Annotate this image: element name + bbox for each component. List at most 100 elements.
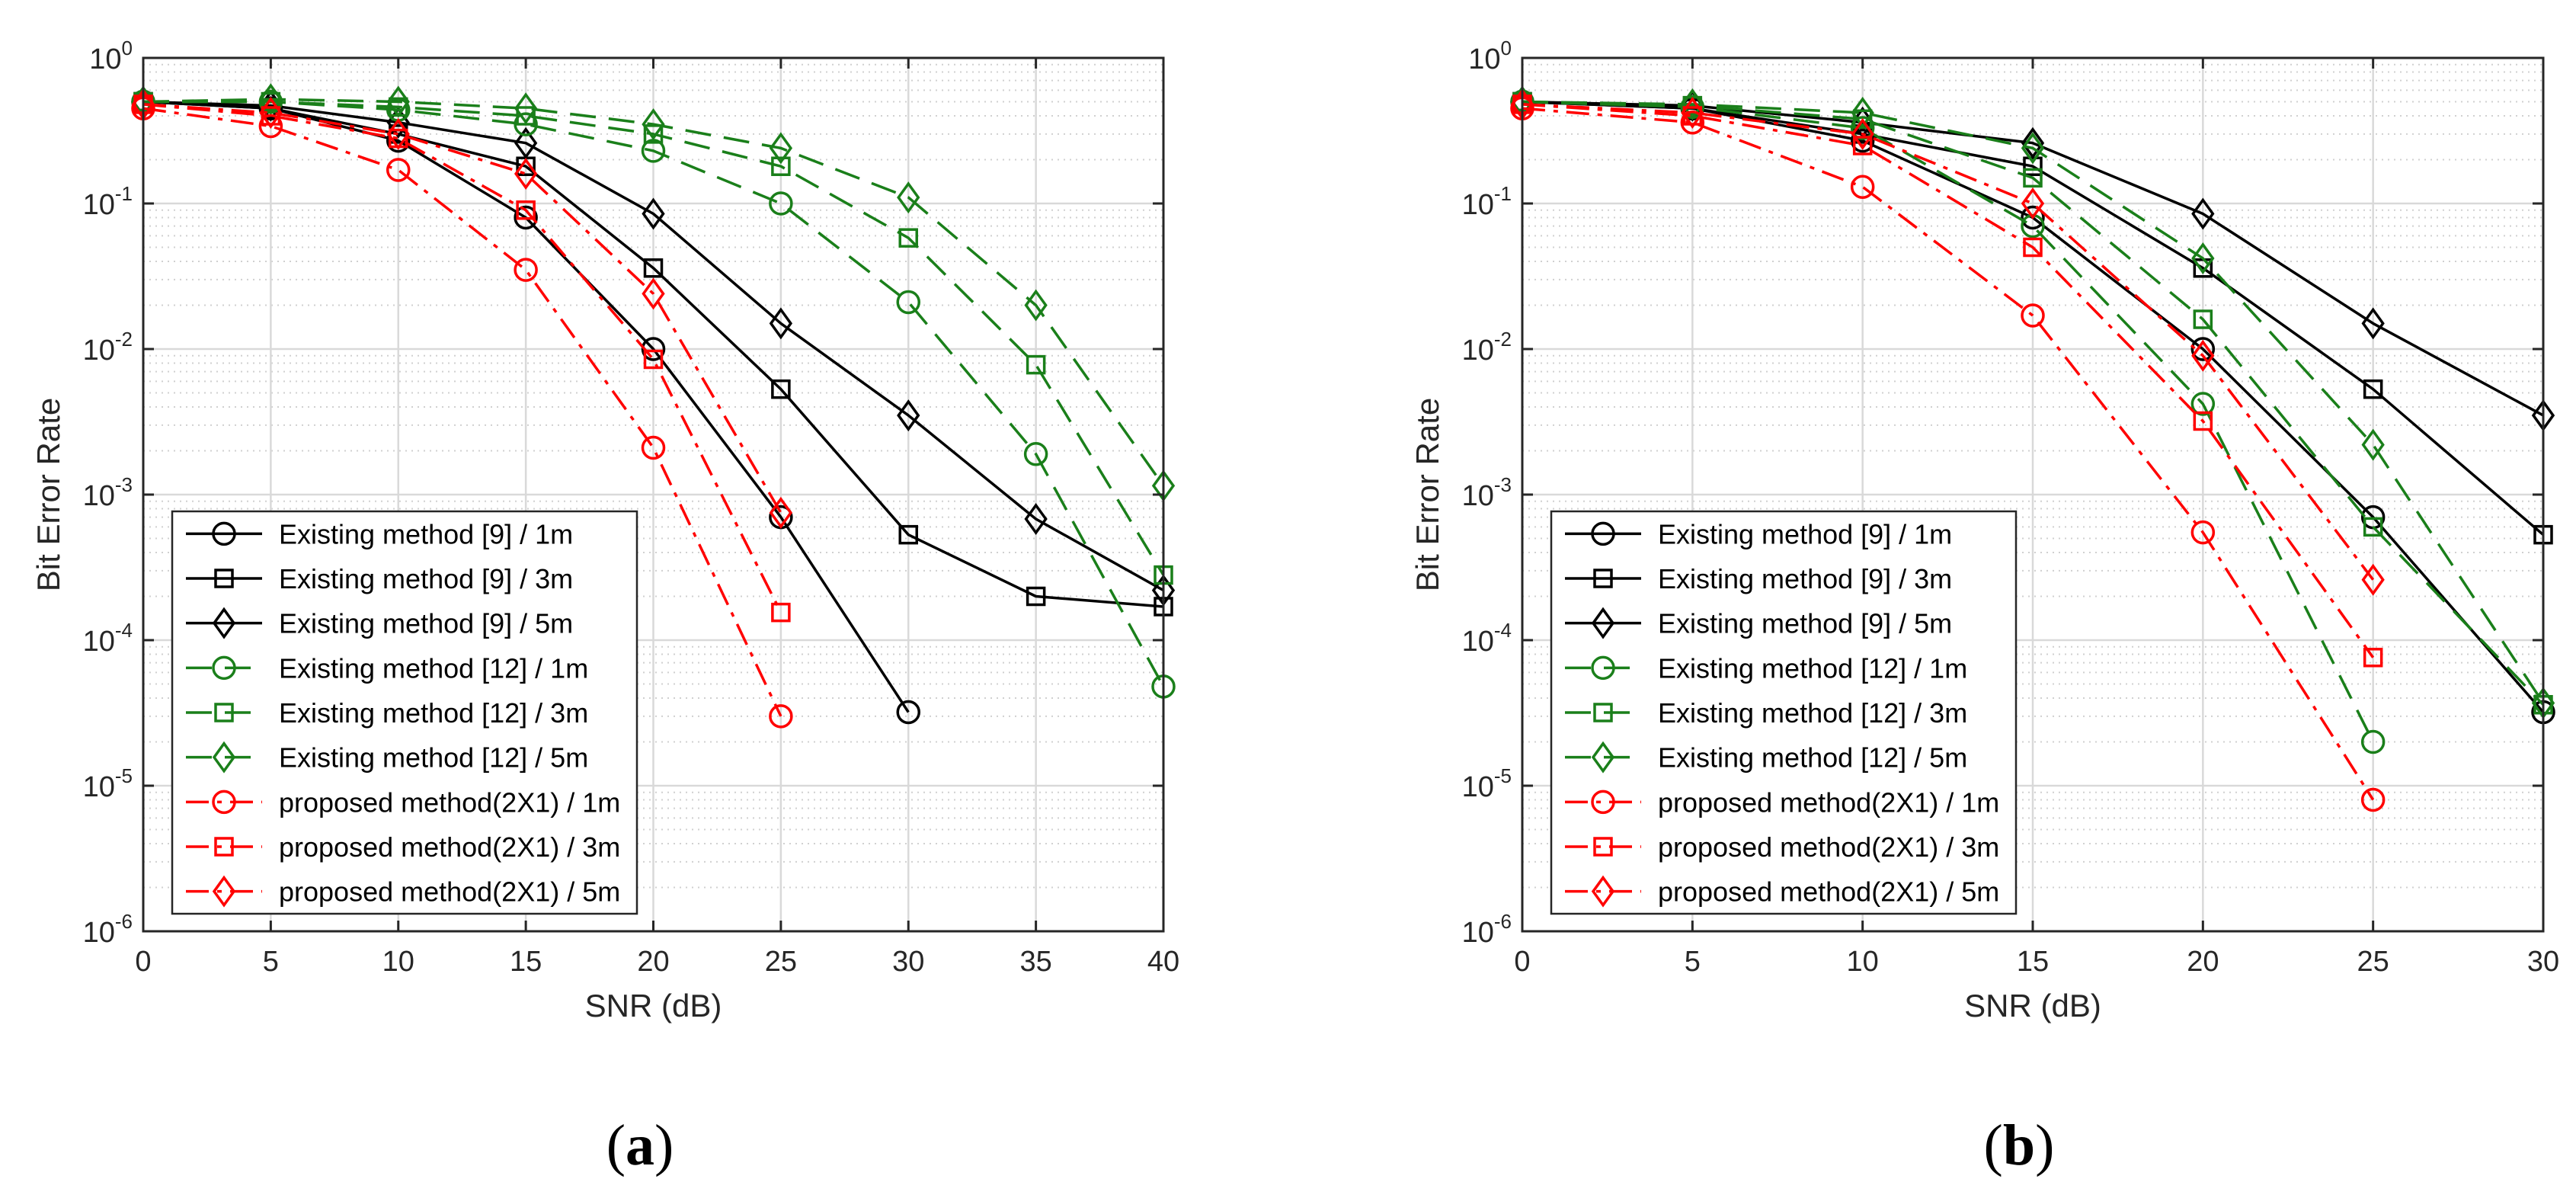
data-point: [2191, 242, 2215, 274]
x-tick-label: 35: [1019, 946, 1051, 978]
x-tick-label: 5: [263, 946, 279, 978]
data-point: [2193, 309, 2213, 329]
legend-marker: [1593, 703, 1613, 722]
y-tick-label: 10-1: [83, 182, 133, 221]
data-point: [2190, 392, 2216, 416]
legend-marker: [212, 607, 236, 639]
legend-item: Existing method [9] / 1m: [186, 518, 573, 549]
legend-item: proposed method(2X1) / 3m: [1565, 831, 1999, 863]
legend-marker: [214, 569, 234, 588]
data-point: [514, 127, 538, 159]
legend-label: Existing method [12] / 5m: [1658, 742, 1967, 774]
legend-marker: [1593, 837, 1613, 857]
y-tick-exponent: -1: [1494, 182, 1512, 205]
legend-label: proposed method(2X1) / 1m: [279, 786, 620, 818]
x-tick-label: 10: [1847, 946, 1879, 978]
data-point: [1026, 354, 1046, 375]
legend-item: Existing method [9] / 3m: [1565, 563, 1952, 594]
data-point: [1023, 442, 1048, 466]
panel-caption: (b): [1984, 1113, 2055, 1177]
legend-item: Existing method [9] / 1m: [1565, 518, 1952, 549]
legend-item: proposed method(2X1) / 3m: [186, 831, 620, 863]
series-line: [1522, 103, 2375, 658]
series-group: [1510, 85, 2555, 812]
legend-marker: [1591, 607, 1615, 639]
ticks: 0 5 10 15 20 25 30 35 4010010-110-210-310-410-51…: [83, 37, 1180, 978]
x-tick-label: 5: [1685, 946, 1701, 978]
data-point: [386, 158, 411, 182]
data-point: [259, 96, 283, 129]
data-point: [1026, 586, 1046, 607]
y-tick-base: 10: [83, 917, 115, 949]
y-tick-exponent: -6: [115, 910, 133, 933]
data-point: [2190, 520, 2216, 545]
data-point: [896, 290, 920, 315]
legend-marker: [1591, 655, 1615, 681]
data-point: [2191, 339, 2215, 372]
series-proposed-circle: [131, 96, 793, 729]
chart-panel-a: 0 5 10 15 20 25 30 35 4010010-110-210-310-410-51…: [30, 37, 1179, 1177]
x-tick-label: 0: [1514, 946, 1530, 978]
data-point: [2363, 648, 2383, 668]
data-point: [2021, 127, 2045, 159]
data-point: [2363, 379, 2383, 399]
y-tick-base: 10: [89, 43, 121, 75]
data-point: [642, 108, 665, 141]
y-tick-base: 10: [83, 480, 115, 512]
legend-item: Existing method [9] / 5m: [186, 607, 573, 639]
legend-marker: [214, 703, 234, 722]
data-point: [258, 114, 283, 139]
x-axis-label: SNR (dB): [585, 988, 722, 1023]
y-tick-exponent: -5: [115, 764, 133, 787]
legend-label: Existing method [9] / 3m: [279, 563, 573, 594]
data-point: [769, 496, 793, 529]
legend-item: Existing method [12] / 3m: [1565, 697, 1967, 729]
x-tick-label: 0: [135, 946, 151, 978]
legend-marker: [212, 875, 236, 908]
caption-paren-close: ): [2035, 1113, 2054, 1177]
y-tick-label: 10-6: [83, 910, 133, 949]
data-point: [514, 205, 538, 230]
series-proposed-circle: [1510, 96, 2386, 812]
y-tick-exponent: -2: [1494, 328, 1512, 351]
x-tick-label: 30: [892, 946, 924, 978]
series-proposed-diamond: [131, 88, 793, 529]
legend-marker: [214, 837, 234, 857]
legend-item: Existing method [12] / 5m: [1565, 741, 1967, 774]
legend-label: Existing method [12] / 3m: [279, 697, 588, 729]
y-tick-label: 100: [89, 37, 133, 75]
data-point: [769, 191, 793, 216]
data-point: [516, 200, 536, 220]
legend-label: proposed method(2X1) / 1m: [1658, 786, 1999, 818]
legend-label: Existing method [12] / 1m: [1658, 652, 1967, 684]
data-point: [2193, 411, 2213, 431]
data-point: [897, 399, 920, 432]
panel-caption: (a): [606, 1113, 674, 1177]
legend-item: proposed method(2X1) / 5m: [1565, 875, 1999, 908]
legend-marker: [212, 655, 236, 681]
data-point: [1851, 96, 1874, 129]
data-point: [2363, 517, 2383, 537]
data-point: [2021, 205, 2045, 230]
y-tick-base: 10: [1462, 335, 1494, 367]
y-tick-label: 10-4: [83, 619, 133, 658]
data-point: [1850, 116, 1875, 140]
legend-label: Existing method [9] / 3m: [1658, 563, 1952, 594]
y-axis-label: Bit Error Rate: [1410, 398, 1445, 591]
legend-item: Existing method [12] / 3m: [186, 697, 588, 729]
legend-marker: [212, 521, 236, 546]
y-tick-exponent: -3: [115, 473, 133, 496]
y-tick-label: 10-3: [83, 473, 133, 512]
legend-label: proposed method(2X1) / 5m: [1658, 876, 1999, 908]
legend-marker: [1591, 521, 1615, 546]
legend-item: proposed method(2X1) / 1m: [1565, 786, 1999, 818]
y-tick-base: 10: [1462, 480, 1494, 512]
data-point: [1024, 503, 1048, 535]
data-point: [642, 277, 665, 310]
y-tick-base: 10: [1462, 189, 1494, 221]
data-point: [641, 435, 666, 460]
data-point: [2191, 197, 2215, 230]
data-point: [771, 602, 791, 623]
y-tick-label: 10-2: [83, 328, 133, 367]
